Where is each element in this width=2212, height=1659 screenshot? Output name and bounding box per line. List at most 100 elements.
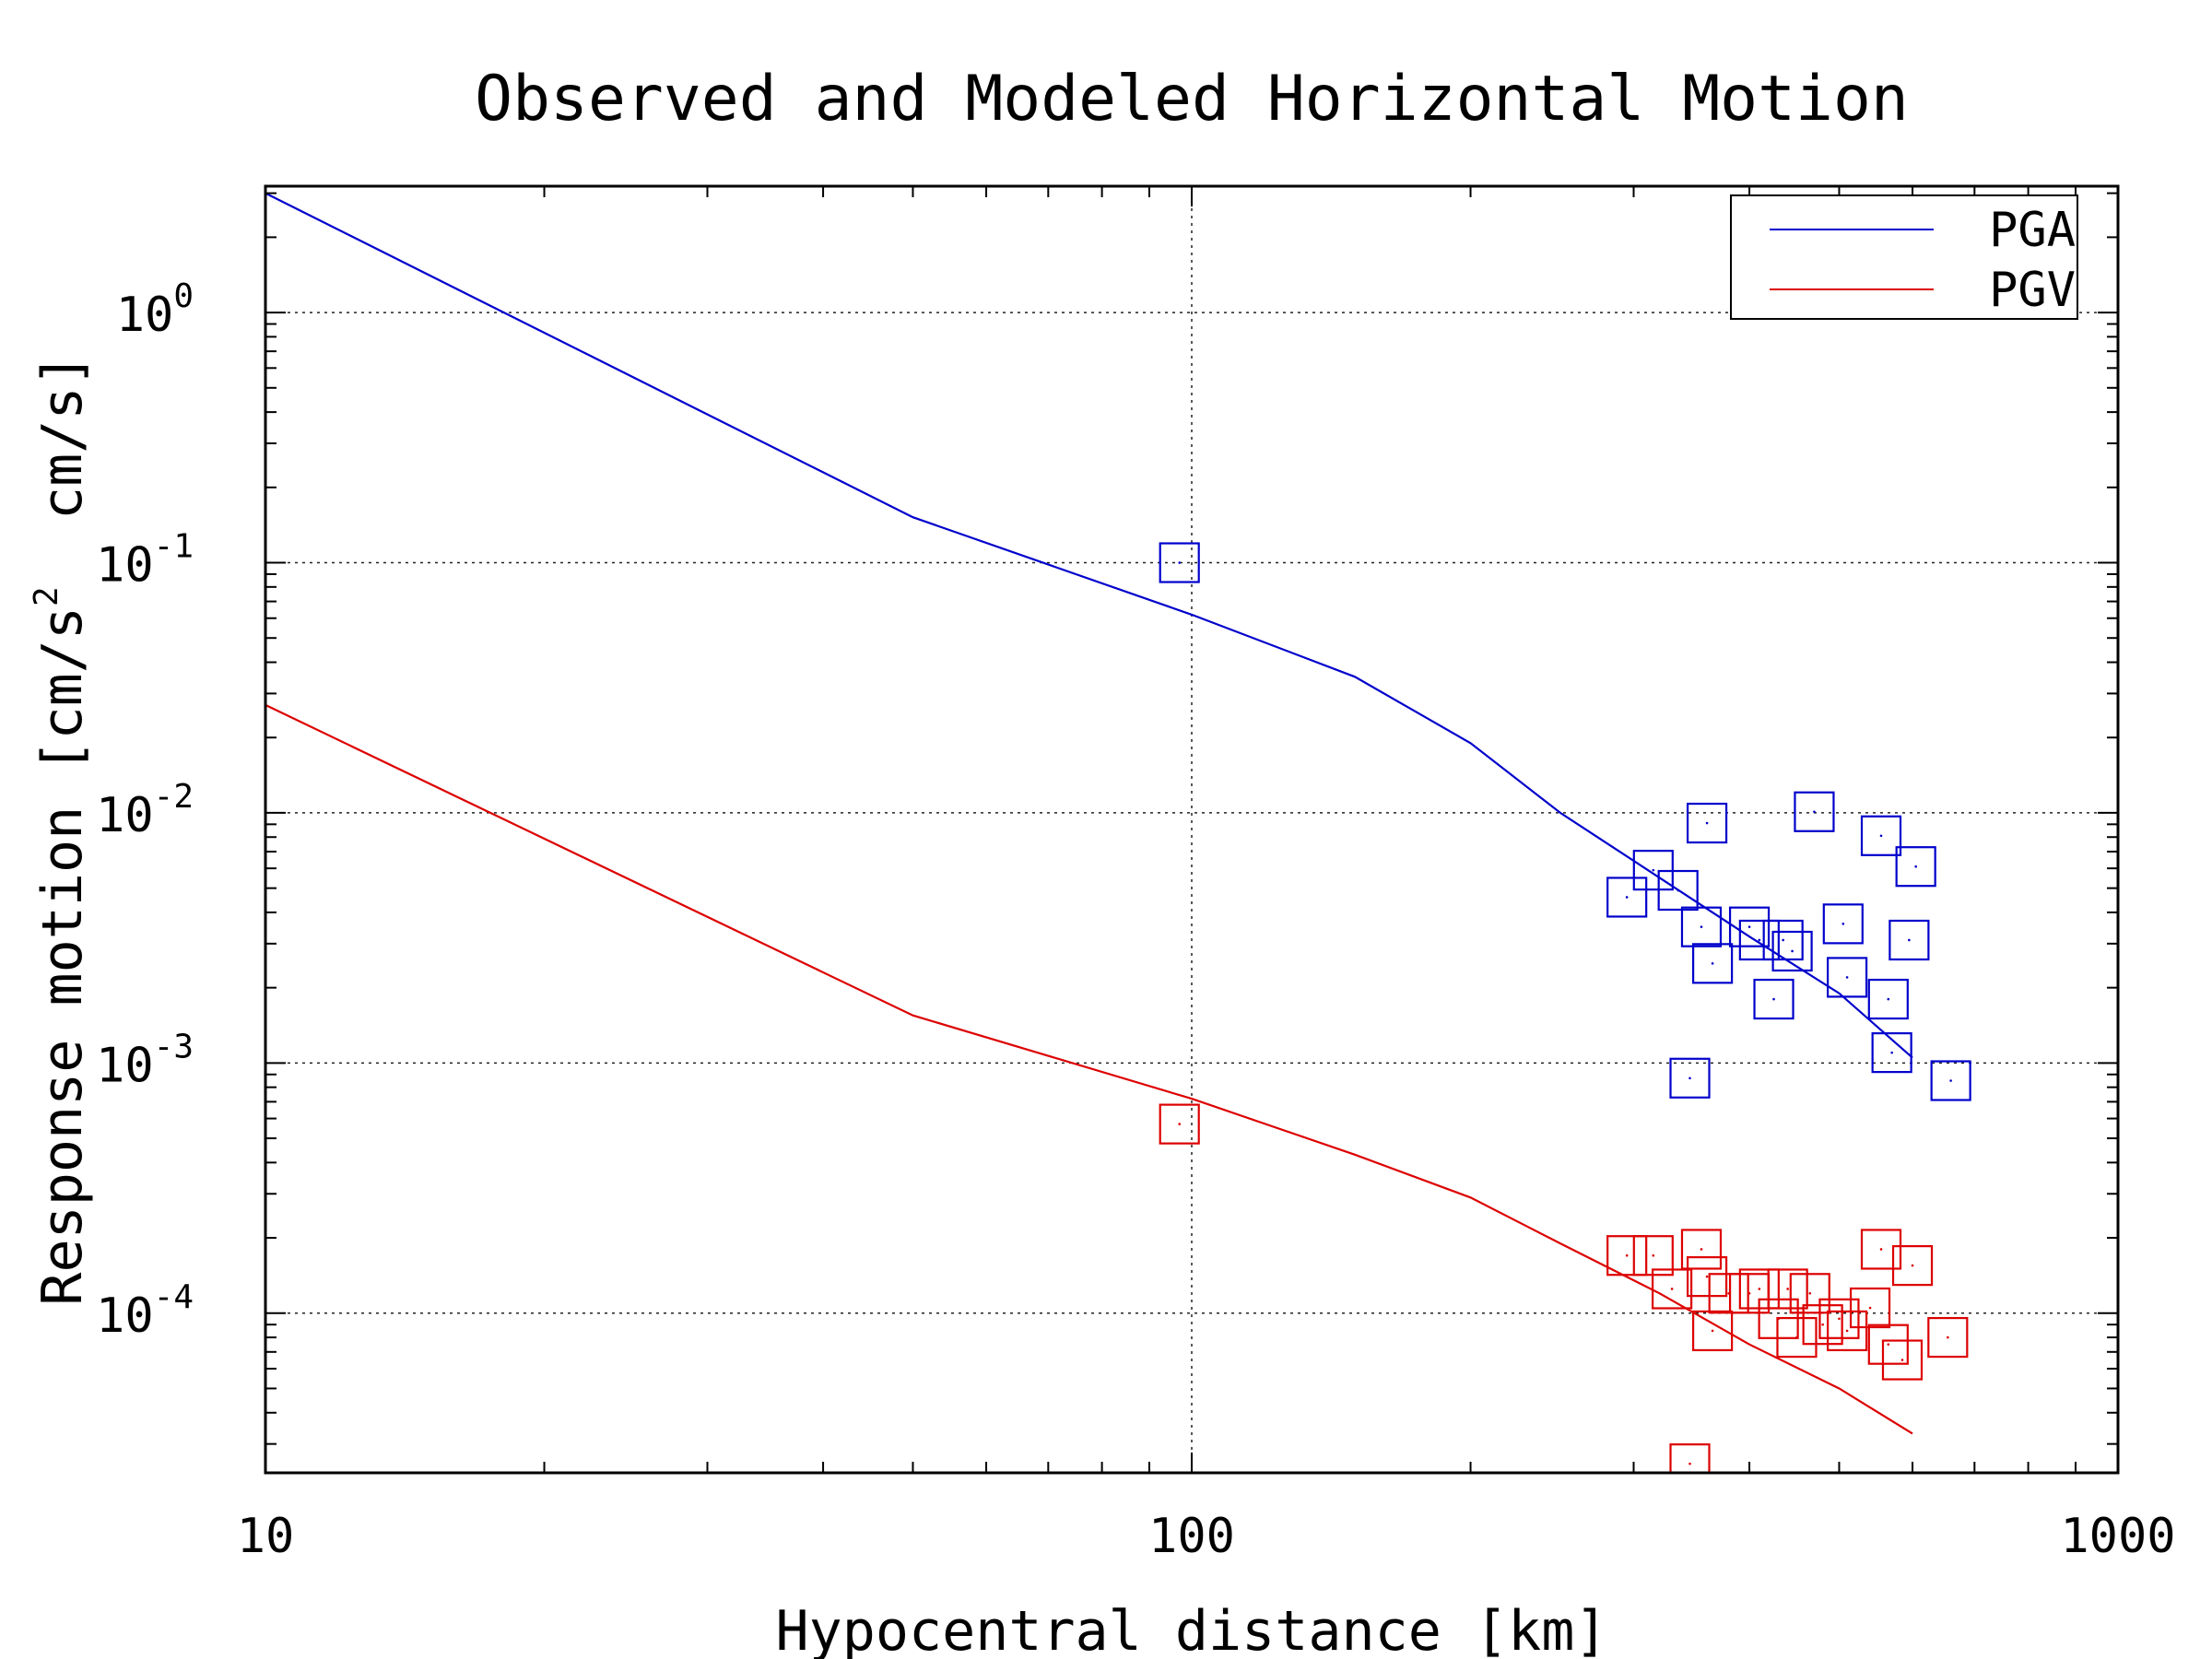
data-point-center-pgv — [1688, 1462, 1691, 1465]
data-point-pga — [1867, 978, 1909, 1020]
data-point-pga — [1728, 906, 1771, 947]
legend-label-pgv: PGV — [1989, 263, 2076, 318]
data-point-center-pgv — [1879, 1248, 1883, 1251]
data-point-pga — [1657, 869, 1699, 912]
data-point-center-pgv — [1652, 1253, 1655, 1257]
data-point-pgv — [1860, 1229, 1902, 1270]
data-point-pga — [1606, 877, 1648, 918]
x-tick-labels: 10 100 1000 — [237, 1509, 2176, 1564]
data-point-pgv — [1891, 1245, 1934, 1287]
data-point-pga — [1669, 1057, 1711, 1099]
data-point-center-pga — [1688, 1077, 1691, 1080]
data-point-center-pga — [1914, 865, 1917, 868]
data-point-pgv — [1680, 1229, 1723, 1270]
y-tick-label-base: 10 — [96, 1288, 154, 1344]
data-point-center-pga — [1772, 997, 1775, 1001]
data-point-pgv — [1669, 1443, 1711, 1473]
data-point-center-pga — [1700, 925, 1703, 928]
y-tick-label: 100 — [116, 277, 194, 343]
data-point-center-pga — [1758, 938, 1761, 942]
series-layer — [265, 192, 1971, 1473]
series-line-pga — [265, 192, 1913, 1059]
data-point-pgv — [1789, 1273, 1830, 1314]
data-point-pga — [1871, 1032, 1912, 1074]
tick-marks — [265, 186, 2118, 1473]
data-point-center-pga — [1841, 923, 1845, 925]
data-point-pga — [1888, 919, 1930, 961]
data-point-pgv — [1159, 1103, 1200, 1145]
data-point-center-pga — [1813, 810, 1816, 814]
data-point-center-pgv — [1887, 1343, 1890, 1346]
data-point-center-pga — [1845, 976, 1849, 979]
data-point-center-pga — [1879, 834, 1883, 838]
data-point-center-pga — [1949, 1079, 1952, 1082]
data-point-center-pgv — [1786, 1288, 1789, 1290]
y-tick-label: 10-1 — [96, 528, 194, 594]
series-line-pgv — [265, 703, 1913, 1435]
data-point-pgv — [1606, 1235, 1648, 1277]
y-tick-label-base: 10 — [96, 1038, 154, 1093]
data-point-pga — [1159, 542, 1200, 583]
y-tick-label: 10-2 — [96, 778, 194, 843]
data-point-center-pgv — [1808, 1291, 1812, 1295]
data-point-center-pgv — [1795, 1335, 1798, 1339]
data-point-pga — [1692, 943, 1734, 984]
legend-label-pga: PGA — [1989, 203, 2076, 258]
data-point-center-pgv — [1747, 1291, 1751, 1295]
data-point-pgv — [1652, 1268, 1693, 1310]
data-point-center-pgv — [1178, 1123, 1182, 1125]
x-tick-label: 1000 — [2060, 1509, 2175, 1564]
y-axis-label-main: Response motion [cm/s — [30, 606, 95, 1306]
data-point-pgv — [1827, 1310, 1868, 1352]
gridlines — [265, 186, 2118, 1473]
data-point-center-pgv — [1868, 1306, 1872, 1310]
data-point-pga — [1930, 1060, 1971, 1101]
data-point-pgv — [1686, 1256, 1728, 1298]
data-point-center-pga — [1908, 938, 1911, 942]
data-point-center-pga — [1705, 821, 1709, 825]
data-point-pgv — [1849, 1287, 1891, 1329]
y-tick-label: 10-3 — [96, 1028, 194, 1093]
legend-box — [1730, 194, 2078, 320]
legend: PGA PGV — [1730, 194, 2078, 320]
data-point-center-pgv — [1821, 1323, 1824, 1326]
data-point-pga — [1860, 815, 1902, 856]
data-point-pgv — [1776, 1316, 1818, 1359]
data-point-pgv — [1708, 1273, 1749, 1314]
y-tick-label-base: 10 — [116, 288, 174, 343]
data-point-center-pga — [1652, 868, 1655, 872]
y-tick-label: 10-4 — [96, 1278, 194, 1344]
data-point-center-pga — [1711, 962, 1714, 965]
y-tick-label-exponent: -2 — [154, 778, 194, 816]
data-point-pgv — [1881, 1339, 1924, 1381]
data-point-center-pgv — [1700, 1248, 1703, 1251]
y-axis-label: Response motion [cm/s2 cm/s] — [28, 353, 95, 1305]
data-point-pgv — [1867, 1324, 1909, 1365]
data-point-center-pgv — [1711, 1329, 1714, 1333]
data-point-pga — [1680, 906, 1723, 947]
data-point-center-pga — [1747, 925, 1751, 928]
data-point-center-pgv — [1845, 1329, 1849, 1333]
data-point-center-pga — [1625, 896, 1629, 899]
data-point-center-pga — [1782, 938, 1784, 942]
x-axis-label: Hypocentral distance [km] — [775, 1599, 1607, 1659]
data-point-center-pgv — [1758, 1288, 1761, 1290]
data-point-center-pgv — [1900, 1359, 1904, 1361]
data-point-center-pgv — [1947, 1335, 1949, 1339]
data-point-pgv — [1802, 1304, 1843, 1346]
data-point-pga — [1753, 978, 1794, 1020]
data-point-pga — [1794, 791, 1835, 832]
chart-title: Observed and Modeled Horizontal Motion — [475, 63, 1909, 135]
data-point-pgv — [1692, 1310, 1734, 1352]
y-tick-label-base: 10 — [96, 788, 154, 843]
data-point-center-pga — [1890, 1051, 1893, 1054]
y-tick-label-exponent: -1 — [154, 528, 194, 566]
x-tick-label: 10 — [237, 1509, 295, 1564]
data-point-center-pgv — [1670, 1288, 1674, 1290]
data-point-center-pgv — [1838, 1317, 1841, 1321]
data-point-center-pgv — [1625, 1253, 1629, 1257]
data-point-center-pga — [1791, 949, 1794, 953]
data-point-center-pgv — [1705, 1275, 1709, 1278]
